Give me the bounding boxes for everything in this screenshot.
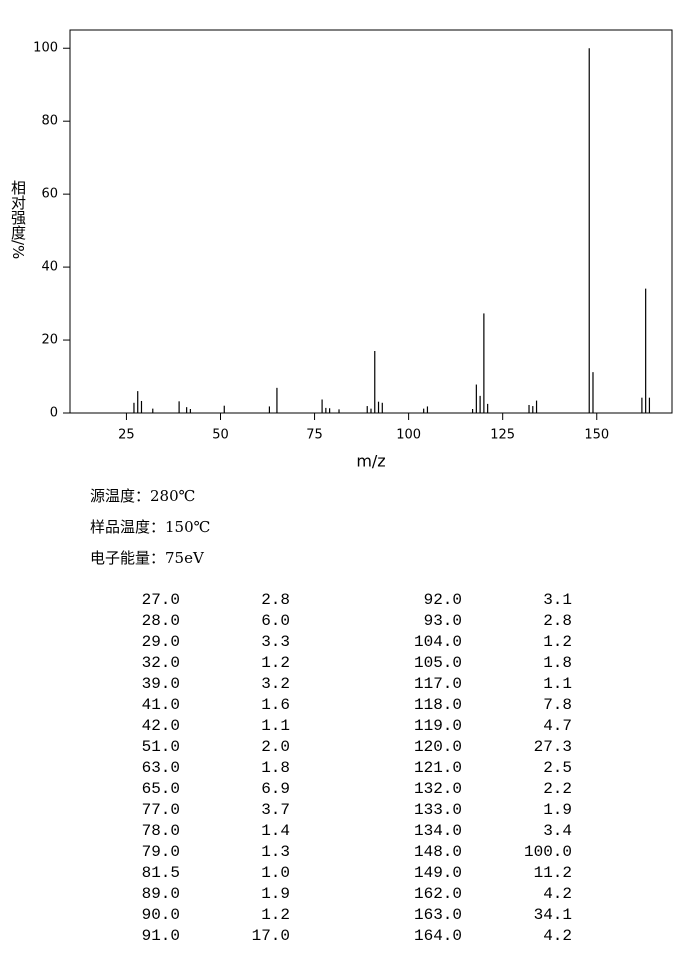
mz-cell: 32.0	[142, 654, 180, 672]
intensity-cell: 1.8	[261, 759, 290, 777]
intensity-cell: 4.2	[543, 885, 572, 903]
x-tick-label: 125	[490, 428, 515, 443]
intensity-cell: 4.7	[543, 717, 572, 735]
intensity-cell: 6.9	[261, 780, 290, 798]
x-tick-label: 25	[118, 428, 135, 443]
mz-cell: 89.0	[142, 885, 180, 903]
intensity-cell: 6.0	[261, 612, 290, 630]
mz-cell: 93.0	[424, 612, 462, 630]
y-tick-label: 80	[41, 114, 58, 129]
y-tick-label: 0	[50, 406, 58, 421]
y-tick-label: 60	[41, 187, 58, 202]
y-tick-label: 100	[33, 41, 58, 56]
x-tick-label: 50	[212, 428, 229, 443]
intensity-cell: 1.6	[261, 696, 290, 714]
intensity-cell: 2.5	[543, 759, 572, 777]
mz-cell: 39.0	[142, 675, 180, 693]
mz-cell: 164.0	[414, 927, 462, 945]
intensity-cell: 1.9	[261, 885, 290, 903]
y-tick-label: 40	[41, 260, 58, 275]
x-tick-label: 150	[584, 428, 609, 443]
intensity-cell: 1.3	[261, 843, 290, 861]
y-axis-label: 相对强度/%	[9, 180, 27, 260]
intensity-cell: 1.2	[261, 906, 290, 924]
mz-cell: 91.0	[142, 927, 180, 945]
intensity-cell: 1.8	[543, 654, 572, 672]
y-axis-label-box: 相对强度/%	[9, 180, 27, 260]
mz-cell: 148.0	[414, 843, 462, 861]
condition: 源温度：280℃	[90, 487, 195, 505]
mz-cell: 105.0	[414, 654, 462, 672]
mz-cell: 120.0	[414, 738, 462, 756]
intensity-cell: 11.2	[534, 864, 572, 882]
mz-cell: 41.0	[142, 696, 180, 714]
mz-cell: 78.0	[142, 822, 180, 840]
intensity-cell: 1.9	[543, 801, 572, 819]
x-axis-label: m/z	[356, 452, 385, 471]
intensity-cell: 3.3	[261, 633, 290, 651]
intensity-cell: 1.4	[261, 822, 290, 840]
mz-cell: 163.0	[414, 906, 462, 924]
mz-cell: 134.0	[414, 822, 462, 840]
intensity-cell: 1.2	[543, 633, 572, 651]
intensity-cell: 2.2	[543, 780, 572, 798]
intensity-cell: 2.8	[543, 612, 572, 630]
mz-cell: 90.0	[142, 906, 180, 924]
intensity-cell: 1.1	[543, 675, 572, 693]
intensity-cell: 17.0	[252, 927, 290, 945]
intensity-cell: 3.1	[543, 591, 572, 609]
intensity-cell: 34.1	[534, 906, 572, 924]
mz-cell: 118.0	[414, 696, 462, 714]
mz-cell: 132.0	[414, 780, 462, 798]
mz-cell: 42.0	[142, 717, 180, 735]
intensity-cell: 4.2	[543, 927, 572, 945]
intensity-cell: 1.2	[261, 654, 290, 672]
mz-cell: 104.0	[414, 633, 462, 651]
mz-cell: 81.5	[142, 864, 180, 882]
intensity-cell: 3.4	[543, 822, 572, 840]
condition: 电子能量：75eV	[90, 549, 205, 567]
mz-cell: 28.0	[142, 612, 180, 630]
mz-cell: 92.0	[424, 591, 462, 609]
mz-cell: 162.0	[414, 885, 462, 903]
mz-cell: 119.0	[414, 717, 462, 735]
mz-cell: 63.0	[142, 759, 180, 777]
intensity-cell: 27.3	[534, 738, 572, 756]
intensity-cell: 2.0	[261, 738, 290, 756]
intensity-cell: 7.8	[543, 696, 572, 714]
mz-cell: 117.0	[414, 675, 462, 693]
mz-cell: 65.0	[142, 780, 180, 798]
mz-cell: 79.0	[142, 843, 180, 861]
intensity-cell: 2.8	[261, 591, 290, 609]
plot-frame	[69, 29, 673, 414]
mz-cell: 27.0	[142, 591, 180, 609]
intensity-cell: 1.0	[261, 864, 290, 882]
x-tick-label: 100	[396, 428, 421, 443]
intensity-cell: 3.2	[261, 675, 290, 693]
mz-cell: 133.0	[414, 801, 462, 819]
intensity-cell: 3.7	[261, 801, 290, 819]
y-tick-label: 20	[41, 333, 58, 348]
mz-cell: 149.0	[414, 864, 462, 882]
intensity-cell: 1.1	[261, 717, 290, 735]
condition: 样品温度：150℃	[90, 518, 210, 536]
mz-cell: 29.0	[142, 633, 180, 651]
intensity-cell: 100.0	[524, 843, 572, 861]
mz-cell: 77.0	[142, 801, 180, 819]
x-tick-label: 75	[306, 428, 323, 443]
mz-cell: 121.0	[414, 759, 462, 777]
mz-cell: 51.0	[142, 738, 180, 756]
